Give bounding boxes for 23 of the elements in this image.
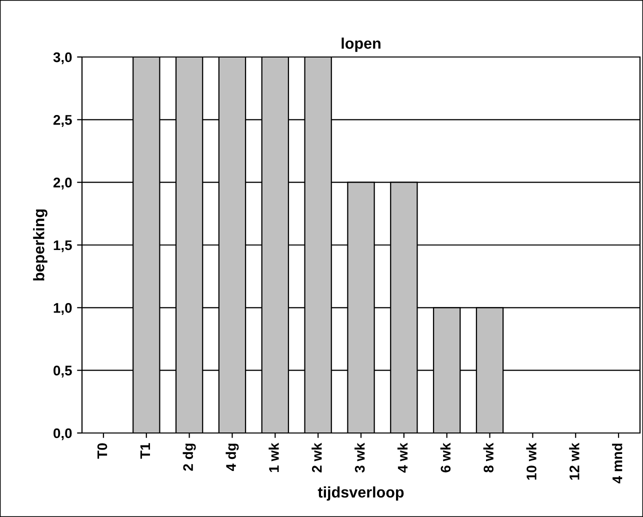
y-axis-title: beperking	[33, 210, 48, 280]
x-tick-label: 2 dg	[182, 444, 196, 471]
x-tick-label: 4 mnd	[612, 444, 622, 484]
y-tick-label: 0,0	[54, 428, 72, 440]
y-tick-label: 1,0	[54, 303, 72, 315]
x-tick-label: 3 wk	[354, 442, 365, 473]
y-tick-label: 2,0	[53, 178, 72, 190]
x-tick-label: 2 wk	[312, 442, 322, 472]
x-tick-label: T1	[140, 443, 150, 459]
x-tick-label: 8 wk	[483, 442, 494, 472]
x-axis-title: tijdsverloop	[318, 486, 404, 501]
x-tick-label: 1 wk	[268, 442, 279, 472]
x-tick-label: 4 wk	[397, 442, 408, 473]
y-tick-label: 0,5	[54, 366, 72, 378]
chart-title: lopen	[342, 38, 380, 52]
y-tick-label: 3,0	[53, 52, 72, 64]
x-tick-label: 12 wk	[569, 442, 580, 480]
y-tick-label: 2,5	[53, 115, 72, 127]
y-tick-label: 1,5	[54, 240, 72, 252]
x-tick-label: 10 wk	[526, 442, 536, 480]
x-tick-label: T0	[97, 443, 108, 459]
x-tick-label: 4 dg	[226, 444, 239, 472]
x-tick-label: 6 wk	[440, 442, 451, 472]
